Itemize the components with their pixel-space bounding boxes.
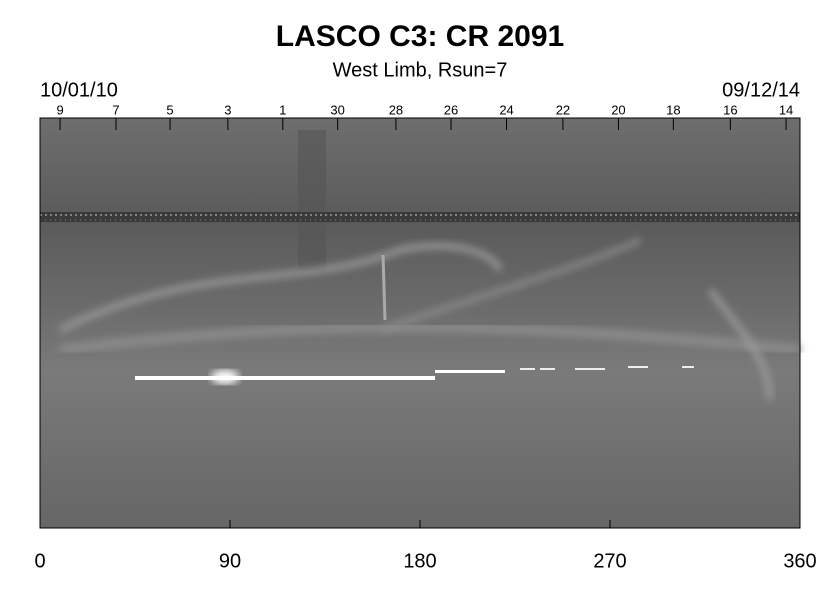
top-tick-label: 28 xyxy=(389,102,403,117)
top-tick-label: 14 xyxy=(779,102,793,117)
x-tick-label: 0 xyxy=(34,550,45,572)
chart-title: LASCO C3: CR 2091 xyxy=(276,20,564,53)
top-tick-label: 22 xyxy=(556,102,570,117)
x-tick-label: 90 xyxy=(219,550,241,572)
top-tick-label: 5 xyxy=(166,102,173,117)
start-date: 10/01/10 xyxy=(40,79,118,101)
top-tick-label: 3 xyxy=(224,102,231,117)
x-tick-label: 270 xyxy=(593,550,626,572)
top-tick-label: 16 xyxy=(723,102,737,117)
end-date: 09/12/14 xyxy=(722,79,800,101)
top-tick-label: 1 xyxy=(279,102,286,117)
top-tick-label: 7 xyxy=(112,102,119,117)
top-tick-label: 18 xyxy=(666,102,680,117)
x-tick-label: 360 xyxy=(783,550,816,572)
chart-subtitle: West Limb, Rsun=7 xyxy=(333,59,508,81)
map-image xyxy=(39,117,801,529)
top-tick-label: 9 xyxy=(56,102,63,117)
top-tick-label: 24 xyxy=(499,102,513,117)
top-tick-label: 30 xyxy=(330,102,344,117)
top-tick-label: 20 xyxy=(611,102,625,117)
top-tick-label: 26 xyxy=(444,102,458,117)
x-tick-label: 180 xyxy=(403,550,436,572)
